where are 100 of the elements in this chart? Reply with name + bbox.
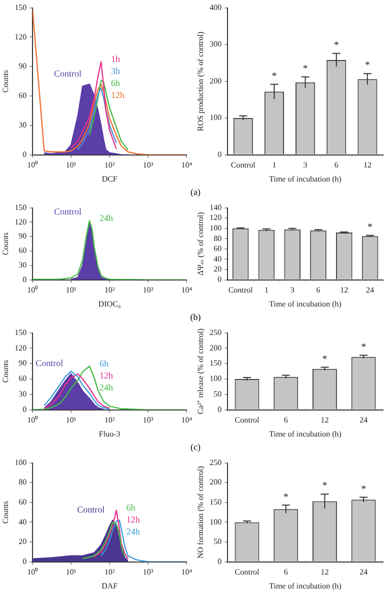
y-tick-label: 100	[210, 223, 222, 232]
x-tick-label: Control	[230, 160, 256, 170]
annotation: *	[272, 70, 277, 82]
y-tick-label: 120	[14, 217, 27, 226]
x-tick-label: 10⁰	[27, 160, 38, 170]
text: (a)	[190, 187, 200, 197]
y-tick-label: 90	[18, 232, 27, 241]
y-axis-title: ΔΨₘ (% of control)	[196, 212, 205, 276]
x-tick-label: 24	[366, 286, 374, 295]
y-axis-title: Counts	[0, 500, 10, 524]
x-tick-label: 3	[303, 160, 308, 170]
series-label: 24h	[99, 213, 114, 224]
x-tick-label: 10¹	[66, 568, 77, 577]
annotation: *	[334, 40, 339, 51]
x-tick-label: 10¹	[66, 416, 77, 425]
y-tick-label: 250	[210, 328, 222, 337]
y-tick-label: 200	[210, 76, 222, 86]
y-tick-label: 60	[18, 91, 27, 100]
y-tick-label: 30	[18, 260, 27, 270]
series-label: Control	[36, 358, 64, 368]
series-label: 1h	[111, 54, 121, 64]
y-tick-label: 150	[14, 202, 27, 212]
y-tick-label: 0	[22, 404, 27, 414]
y-tick-label: 150	[14, 2, 27, 12]
x-axis-title: DCF	[102, 174, 118, 184]
y-tick-label: 30	[18, 389, 27, 398]
y-axis-title: Counts	[0, 360, 10, 383]
y-axis-title: Counts	[0, 70, 10, 93]
annotation: *	[361, 484, 366, 495]
x-axis-title: Time of incubation (h)	[269, 299, 342, 308]
x-tick-label: 10⁴	[181, 160, 192, 170]
y-tick-label: 100	[210, 113, 222, 122]
x-tick-label: 10²	[104, 160, 116, 170]
x-tick-label: 10⁴	[181, 568, 192, 577]
series-label: Control	[54, 206, 82, 217]
x-tick-label: 1	[272, 160, 276, 170]
x-axis-title: DIOC₆	[98, 299, 121, 308]
y-tick-label: 20	[18, 537, 27, 546]
x-tick-label: 10²	[104, 286, 116, 295]
x-tick-label: 6	[284, 568, 288, 577]
y-tick-label: 0	[218, 404, 222, 414]
y-tick-label: 120	[14, 343, 27, 352]
x-axis-title: DAF	[102, 581, 118, 590]
x-tick-label: Control	[234, 568, 260, 577]
annotation: *	[322, 354, 328, 365]
y-axis-title: Ca²⁺ release (% of control)	[196, 328, 205, 414]
y-tick-label: 120	[210, 213, 222, 222]
x-tick-label: 10³	[142, 160, 154, 170]
x-tick-label: Control	[228, 286, 254, 295]
series-label: 12h	[99, 370, 114, 381]
series-label: Control	[77, 504, 106, 515]
y-axis-title: Counts	[0, 232, 10, 256]
y-axis-title: NO formation (% of control)	[196, 466, 205, 559]
y-tick-label: 50	[214, 389, 222, 398]
y-tick-label: 150	[14, 328, 27, 337]
x-tick-label: 10⁴	[181, 286, 192, 295]
y-tick-label: 250	[210, 458, 222, 467]
y-tick-label: 90	[18, 358, 27, 368]
y-tick-label: 50	[214, 537, 222, 546]
series-label: Control	[54, 68, 82, 79]
x-tick-label: 6	[334, 160, 338, 170]
y-tick-label: 0	[22, 150, 27, 159]
series-label: 6h	[111, 78, 121, 88]
x-tick-label: 12	[320, 568, 329, 577]
y-tick-label: 150	[210, 497, 222, 506]
x-axis-title: Time of incubation (h)	[269, 174, 342, 184]
y-tick-label: 100	[210, 517, 222, 526]
series-label: 24h	[99, 382, 114, 393]
x-tick-label: 10¹	[66, 160, 77, 170]
x-tick-label: 10²	[104, 416, 116, 425]
y-tick-label: 400	[210, 2, 222, 12]
x-tick-label: 10³	[142, 416, 154, 425]
x-axis-title: Time of incubation (h)	[269, 581, 342, 590]
x-tick-label: 10¹	[66, 286, 77, 295]
y-tick-label: 0	[22, 274, 27, 284]
x-tick-label: 10⁰	[27, 286, 38, 295]
y-tick-label: 20	[214, 264, 222, 274]
series-label: 6h	[126, 502, 136, 513]
x-tick-label: 10³	[142, 286, 154, 295]
y-axis-title: ROS production (% of control)	[196, 31, 205, 132]
y-tick-label: 0	[218, 556, 222, 566]
x-axis-title: Time of incubation (h)	[269, 429, 342, 438]
annotation: *	[322, 480, 328, 492]
x-axis-title: Fluo-3	[98, 429, 120, 438]
x-tick-label: 12	[320, 416, 329, 425]
y-tick-label: 40	[18, 517, 27, 526]
x-tick-label: 6	[316, 286, 320, 295]
y-tick-label: 300	[210, 40, 222, 49]
y-tick-label: 80	[214, 234, 222, 243]
y-tick-label: 120	[14, 32, 27, 42]
y-tick-label: 150	[210, 358, 222, 368]
y-tick-label: 60	[18, 246, 27, 256]
y-tick-label: 90	[18, 62, 27, 71]
x-tick-label: 24	[360, 416, 368, 425]
annotation: *	[364, 60, 370, 72]
y-tick-label: 0	[22, 556, 27, 566]
y-tick-label: 0	[218, 150, 222, 159]
y-tick-label: 60	[18, 497, 27, 506]
x-tick-label: 10⁴	[181, 416, 192, 425]
y-tick-label: 80	[18, 478, 27, 487]
